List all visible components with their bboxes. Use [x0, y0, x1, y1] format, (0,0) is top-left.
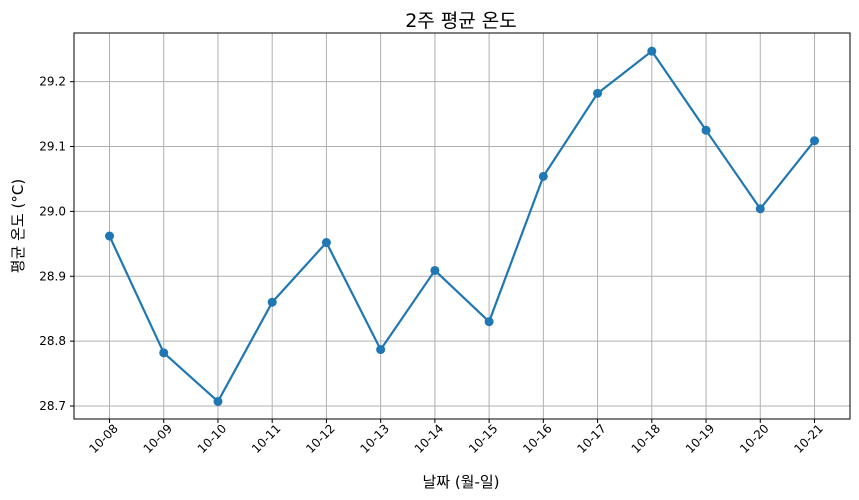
y-tick-label: 28.8	[39, 334, 66, 348]
data-point	[484, 317, 494, 327]
x-tick-label: 10-08	[86, 421, 121, 456]
data-point	[755, 204, 765, 214]
y-tick-label: 29.0	[39, 204, 66, 218]
data-point	[267, 297, 277, 307]
x-tick-label: 10-12	[303, 421, 338, 456]
y-tick-label: 28.9	[39, 269, 66, 283]
x-tick-label: 10-09	[141, 421, 176, 456]
series-layer	[105, 46, 819, 406]
chart-title: 2주 평균 온도	[405, 10, 517, 32]
x-tick-label: 10-20	[737, 421, 772, 456]
data-point	[810, 136, 819, 146]
x-tick-label: 10-17	[574, 421, 609, 456]
x-tick-label: 10-19	[683, 421, 718, 456]
data-point	[213, 396, 223, 406]
x-axis: 10-08 10-09 10-10 10-11 10-12 10-13 10-14 10-15…	[86, 419, 826, 456]
x-tick-label: 10-16	[520, 421, 555, 456]
y-axis: 28.7 28.8 28.9 29.0 29.1 29.2	[39, 75, 74, 413]
x-tick-label: 10-14	[412, 421, 447, 456]
y-tick-label: 28.7	[39, 399, 66, 413]
x-tick-label: 10-10	[195, 421, 230, 456]
plot-frame	[73, 32, 851, 420]
x-tick-label: 10-15	[466, 421, 501, 456]
x-axis-label: 날짜 (월-일)	[422, 473, 499, 491]
data-point	[538, 171, 548, 181]
x-tick-label: 10-18	[629, 421, 664, 456]
data-point	[321, 238, 331, 248]
x-tick-label: 10-13	[357, 421, 392, 456]
data-point	[376, 345, 386, 355]
data-point	[701, 125, 711, 135]
x-tick-label: 10-11	[249, 421, 284, 456]
x-tick-label: 10-21	[791, 421, 826, 456]
data-point	[430, 265, 440, 275]
y-tick-label: 29.1	[39, 140, 66, 154]
data-point	[647, 46, 657, 56]
grid	[74, 33, 850, 419]
data-point	[105, 231, 114, 241]
series-line	[108, 50, 816, 403]
y-axis-label: 평균 온도 (°C)	[9, 179, 27, 273]
y-tick-label: 29.2	[39, 75, 66, 89]
data-point	[159, 348, 169, 358]
data-point	[593, 88, 603, 98]
